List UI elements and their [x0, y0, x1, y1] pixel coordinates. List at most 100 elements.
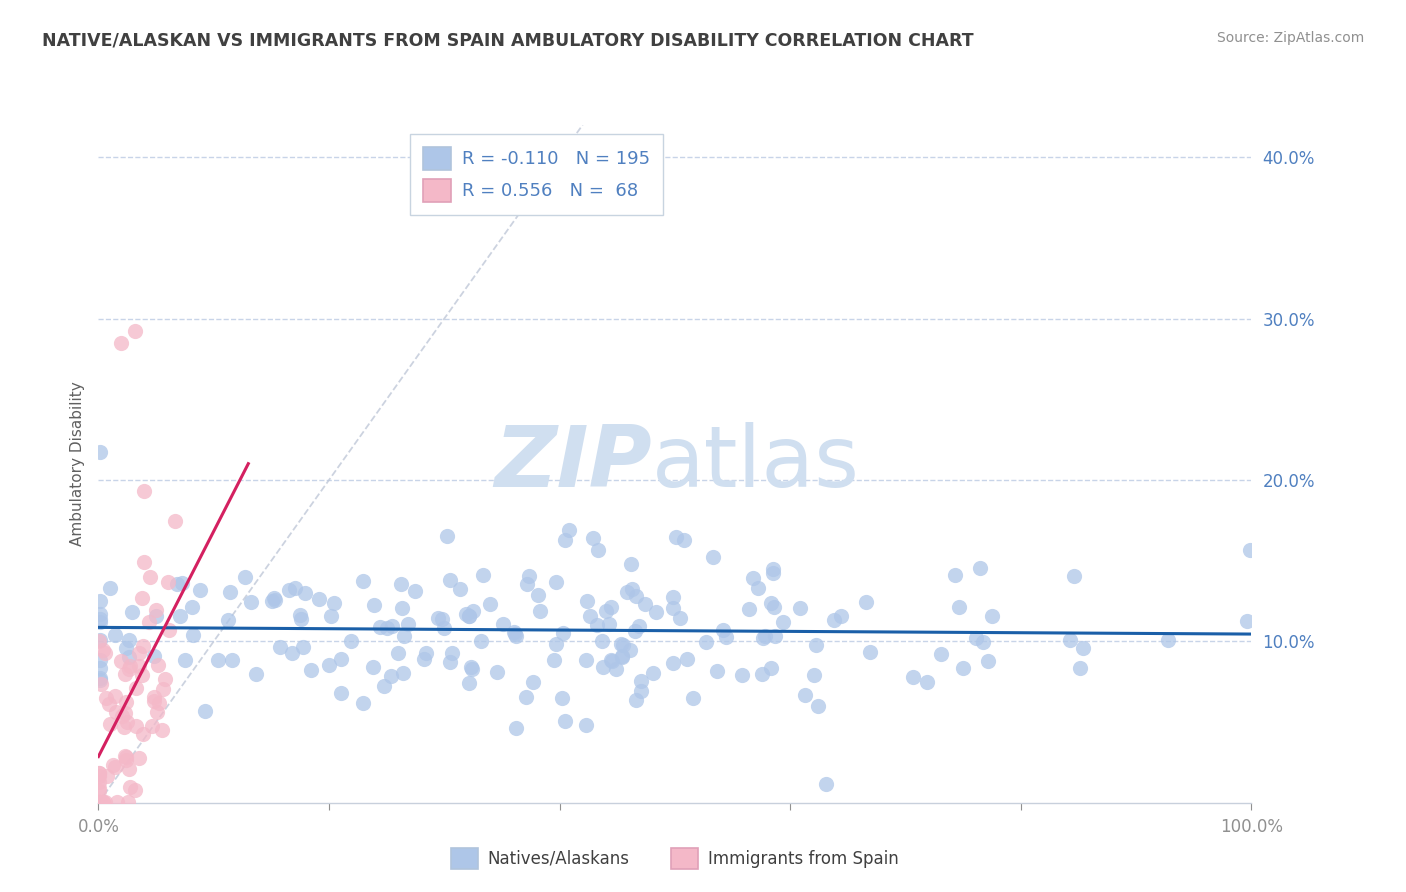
Point: [363, 598, 385, 612]
Point: [917, 674, 939, 689]
Point: [742, 571, 765, 585]
Point: [610, 637, 633, 651]
Point: [578, 608, 600, 623]
Point: [610, 648, 633, 663]
Point: [543, 653, 565, 667]
Point: [363, 660, 385, 674]
Point: [557, 523, 579, 537]
Point: [436, 529, 458, 543]
Point: [118, 659, 141, 673]
Point: [575, 593, 598, 607]
Point: [352, 696, 374, 710]
Point: [387, 646, 409, 660]
Point: [392, 629, 415, 643]
Legend: Natives/Alaskans, Immigrants from Spain: Natives/Alaskans, Immigrants from Spain: [444, 841, 905, 876]
Point: [550, 691, 572, 706]
Point: [472, 568, 495, 582]
Point: [503, 627, 526, 641]
Point: [415, 646, 437, 660]
Point: [141, 719, 163, 733]
Point: [389, 576, 412, 591]
Point: [600, 653, 623, 667]
Point: [391, 600, 413, 615]
Point: [634, 598, 657, 612]
Point: [156, 574, 179, 589]
Point: [458, 609, 481, 624]
Point: [132, 555, 155, 569]
Point: [329, 686, 352, 700]
Point: [94, 646, 117, 660]
Point: [180, 600, 202, 615]
Point: [517, 569, 540, 583]
Point: [702, 550, 724, 565]
Point: [554, 533, 576, 547]
Point: [976, 654, 998, 668]
Point: [752, 631, 775, 645]
Point: [299, 663, 322, 677]
Point: [803, 668, 825, 682]
Point: [948, 599, 970, 614]
Point: [463, 605, 485, 619]
Point: [529, 604, 551, 618]
Point: [461, 661, 484, 675]
Point: [1059, 632, 1081, 647]
Point: [89, 593, 111, 607]
Point: [114, 706, 136, 720]
Point: [89, 632, 111, 647]
Point: [352, 574, 374, 589]
Point: [458, 609, 481, 624]
Point: [616, 585, 638, 599]
Point: [695, 635, 717, 649]
Point: [118, 662, 141, 676]
Point: [1069, 661, 1091, 675]
Point: [426, 611, 449, 625]
Point: [159, 623, 181, 637]
Point: [929, 647, 952, 661]
Point: [148, 696, 170, 710]
Point: [89, 444, 111, 458]
Point: [339, 634, 361, 648]
Point: [515, 576, 537, 591]
Point: [188, 583, 211, 598]
Point: [599, 600, 621, 615]
Point: [714, 631, 737, 645]
Point: [138, 615, 160, 629]
Point: [194, 705, 217, 719]
Point: [138, 570, 160, 584]
Point: [544, 637, 567, 651]
Point: [93, 795, 115, 809]
Point: [145, 603, 167, 617]
Point: [762, 566, 785, 580]
Point: [90, 677, 112, 691]
Point: [263, 591, 285, 606]
Point: [612, 638, 634, 652]
Point: [619, 643, 641, 657]
Point: [115, 753, 138, 767]
Point: [281, 646, 304, 660]
Point: [682, 690, 704, 705]
Point: [131, 727, 153, 741]
Point: [738, 601, 761, 615]
Point: [855, 595, 877, 609]
Point: [181, 627, 204, 641]
Point: [143, 693, 166, 707]
Point: [117, 795, 139, 809]
Point: [132, 639, 155, 653]
Point: [620, 557, 643, 571]
Point: [470, 634, 492, 648]
Point: [551, 626, 574, 640]
Point: [515, 690, 537, 705]
Point: [441, 646, 464, 660]
Point: [94, 691, 117, 706]
Point: [166, 577, 188, 591]
Point: [125, 681, 148, 695]
Point: [93, 795, 115, 809]
Point: [117, 650, 139, 665]
Point: [104, 760, 127, 774]
Point: [628, 619, 651, 633]
Point: [115, 641, 138, 656]
Point: [804, 638, 827, 652]
Point: [145, 608, 167, 623]
Point: [641, 665, 664, 680]
Point: [807, 699, 830, 714]
